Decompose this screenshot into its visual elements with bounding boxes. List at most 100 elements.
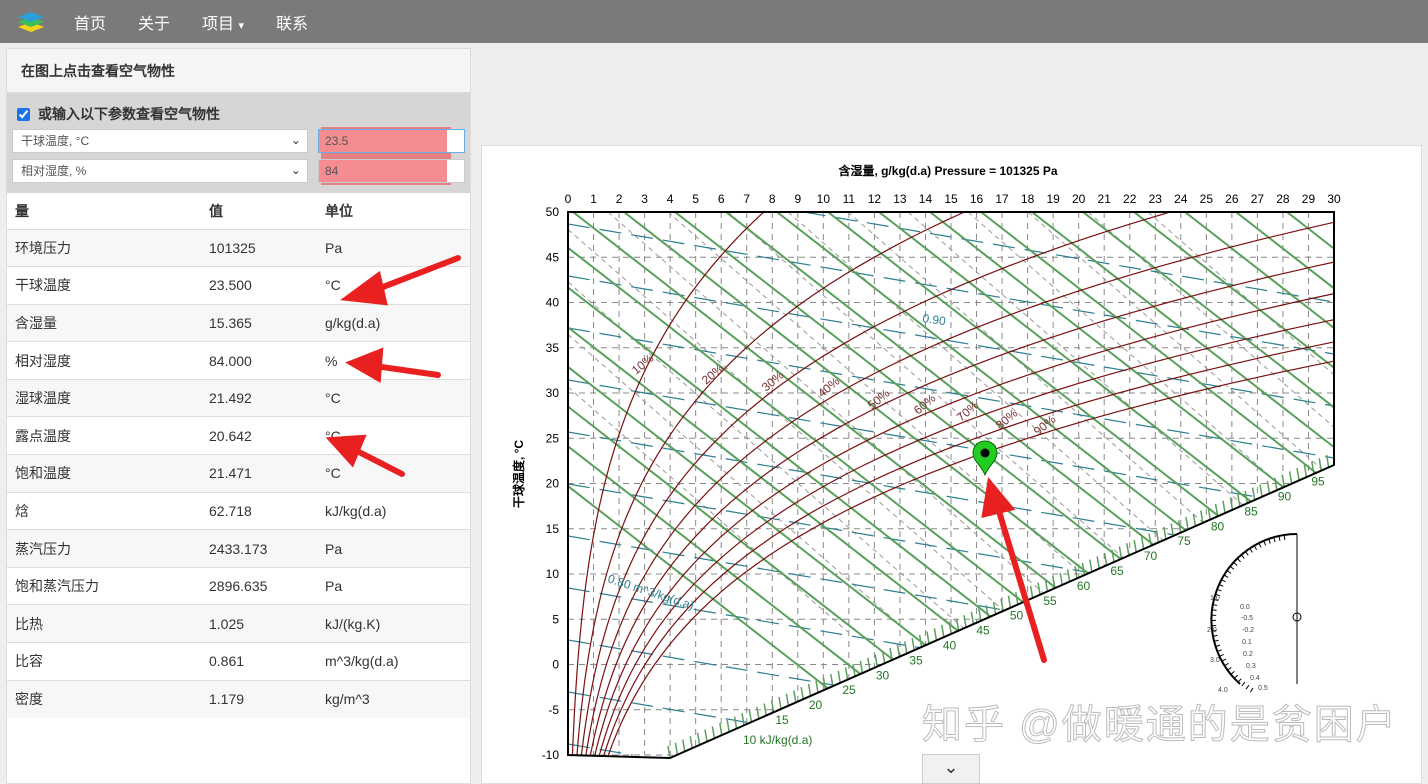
x-tick-label: 29 [1302,192,1316,206]
saturation-hatch [955,618,960,631]
enthalpy-label: 95 [1311,475,1325,489]
cell-quantity: 含湿量 [7,303,201,342]
saturation-hatch [911,637,915,651]
protractor-label: 0.4 [1250,675,1260,682]
nav-contact[interactable]: 联系 [276,15,309,33]
protractor-tick [1211,609,1217,611]
enthalpy-label: 45 [976,624,990,638]
x-tick-label: 30 [1327,192,1341,206]
x-tick-label: 7 [743,192,750,206]
saturation-hatch [1007,595,1012,608]
enthalpy-label: 80 [1211,519,1225,533]
saturation-hatch [815,680,819,693]
saturation-hatch [985,605,989,618]
x-tick-label: 26 [1225,192,1239,206]
air-properties-panel: 在图上点击查看空气物性 或输入以下参数查看空气物性 干球温度, °C ⌄ 23.5… [6,48,471,784]
protractor-label: 0.2 [1243,651,1253,658]
saturation-hatch [674,742,679,755]
protractor-tick [1236,557,1241,563]
saturation-hatch [1192,513,1197,526]
enthalpy-line [1235,212,1334,290]
x-tick-label: 23 [1149,192,1163,206]
protractor-tick [1249,547,1253,553]
table-row: 相对湿度 84.000% [7,341,470,380]
saturation-hatch [926,631,930,644]
rh-curve [603,341,1334,756]
saturation-hatch [667,745,671,759]
parameter-input-section: 或输入以下参数查看空气物性 干球温度, °C ⌄ 23.5 相对湿度, % ⌄ 84 [7,93,470,193]
protractor-tick [1223,574,1229,578]
scroll-down-button[interactable]: ⌄ [922,754,980,784]
rh-curve [580,212,1171,756]
protractor-tick [1214,593,1220,597]
wet-bulb-line [667,212,1149,633]
protractor-tick [1216,588,1222,592]
param2-select[interactable]: 相对湿度, % ⌄ [12,159,308,183]
enthalpy-label: 25 [842,683,856,697]
cell-quantity: 湿球温度 [7,378,201,417]
cell-value: 84.000 [201,341,317,380]
wet-bulb-line [568,229,1029,633]
saturation-hatch [1259,484,1263,497]
protractor-tick [1244,551,1249,556]
location-pin-icon [972,440,998,477]
saturation-hatch [1037,582,1041,595]
x-tick-label: 3 [641,192,648,206]
enthalpy-line [980,212,1334,488]
cell-value: 15.365 [201,303,317,342]
rh-curve [607,360,1334,756]
enthalpy-line [568,485,915,756]
saturation-hatch [1126,543,1130,556]
protractor-label: -0.2 [1242,627,1254,634]
input-toggle-checkbox[interactable] [17,107,30,121]
table-row: 焓 62.718 kJ/kg(d.a) [7,491,470,530]
saturation-hatch [1244,490,1248,504]
protractor-tick [1213,598,1219,602]
input-toggle[interactable]: 或输入以下参数查看空气物性 [17,105,465,123]
saturation-hatch [904,641,908,654]
protractor-tick [1240,554,1245,559]
protractor-tick [1212,634,1218,637]
saturation-hatch [867,657,871,670]
saturation-hatch [1133,539,1137,553]
caret-down-icon: ▾ [238,19,245,32]
y-tick-label: 20 [546,477,560,491]
protractor-tick [1230,670,1235,675]
cell-unit: % [317,341,470,380]
x-tick-label: 14 [919,192,933,206]
cell-value: 0.861 [201,642,317,681]
nav-about[interactable]: 关于 [138,15,171,33]
saturation-hatch [1066,569,1071,582]
protractor-label: 0.5 [1258,685,1268,692]
enthalpy-line [929,212,1334,528]
nav-projects[interactable]: 项目 ▾ [202,10,244,34]
saturation-hatch [1222,500,1226,513]
param2-value-input[interactable]: 84 [317,159,465,183]
nav-home[interactable]: 首页 [74,15,107,33]
specific-volume-line [568,639,1246,756]
protractor-tick [1226,667,1232,671]
param1-value-input[interactable]: 23.5 [317,129,465,153]
y-tick-label: 25 [546,431,560,445]
protractor-label: 3.0 [1210,657,1220,664]
param1-select[interactable]: 干球温度, °C ⌄ [12,129,308,153]
table-row: 干球温度 23.500 °C [7,266,470,305]
protractor-tick [1229,565,1235,570]
y-axis-label: 干球温度, °C [511,440,526,508]
protractor-label: 4.0 [1218,687,1228,694]
rh-curve [576,212,965,756]
x-tick-label: 0 [565,192,572,206]
saturation-hatch [785,693,790,706]
layers-logo-icon[interactable] [16,10,46,34]
saturation-hatch [778,696,782,710]
y-tick-label: 5 [552,612,559,626]
table-row: 环境压力 101325 Pa [7,228,470,267]
chevron-down-icon: ⌄ [290,133,301,147]
protractor-tick [1258,542,1262,548]
protractor-label: 0.1 [1242,639,1252,646]
cell-value: 20.642 [201,416,317,455]
saturation-hatch [1163,526,1167,540]
protractor-tick [1218,583,1224,587]
psychrometric-chart[interactable]: 0 1 2 3 4 5 6 7 8 9 10 11 12 13 14 15 16 17 18 19 20 21 22 23 24… [482,146,1421,783]
enthalpy-label: 65 [1110,564,1124,578]
